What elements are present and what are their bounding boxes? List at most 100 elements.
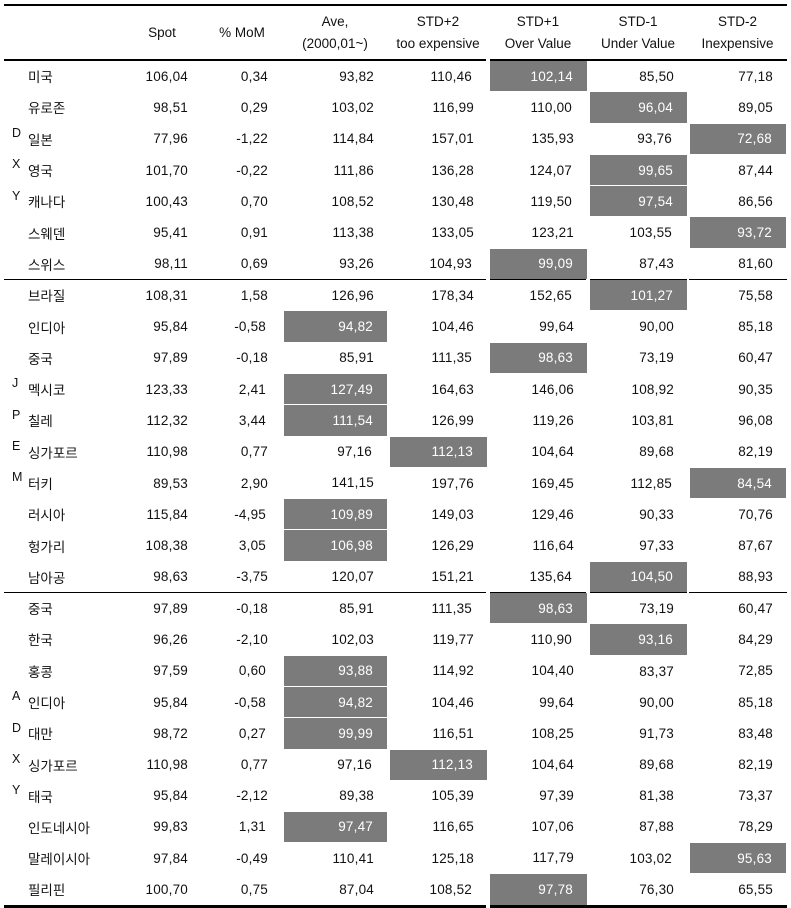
header-row: Spot % MoM Ave, (2000,01~) STD+2 too exp…	[4, 5, 787, 61]
value-cell-highlighted: 97,78	[486, 873, 589, 907]
country-cell: A 인디아	[4, 686, 122, 717]
value-cell: 0,29	[240, 99, 268, 115]
col-header-country	[4, 5, 122, 61]
value-cell-highlighted: 111,54	[280, 404, 389, 437]
country-cell: 헝가리	[4, 530, 122, 561]
country-name: 헝가리	[28, 539, 66, 555]
country-cell: X 싱가포르	[4, 749, 122, 780]
value-cell: 1,58	[240, 287, 268, 303]
country-cell: 중국	[4, 593, 122, 624]
table-row: 스웨덴 95,41 0,91 113,38 133,05 123,21 103,55 93,7…	[4, 216, 788, 249]
value-cell: 1,31	[238, 819, 266, 835]
value-cell: 97,59	[153, 663, 188, 679]
value-cell: 197,76	[431, 475, 474, 491]
value-cell-highlighted: 98,63	[486, 341, 589, 374]
value-cell: 0,70	[240, 193, 268, 209]
country-cell: 인도네시아	[4, 811, 122, 842]
value-cell: 104,64	[531, 757, 574, 773]
country-name: 중국	[28, 602, 53, 618]
value-cell: 110,41	[332, 850, 374, 866]
header-label-line1: STD+1	[516, 13, 560, 29]
value-cell: 116,51	[432, 725, 474, 741]
value-cell: 87,44	[738, 162, 773, 178]
value-cell: 98,51	[153, 99, 188, 115]
value-cell-highlighted: 72,68	[686, 122, 788, 155]
value-cell: 2,41	[238, 381, 266, 397]
value-cell: 0,60	[238, 663, 266, 679]
value-cell: 2,90	[240, 475, 268, 491]
country-name: 터키	[28, 477, 53, 492]
country-name: 미국	[28, 70, 53, 86]
value-cell: -0,22	[236, 162, 268, 178]
value-cell-highlighted: 93,16	[586, 623, 689, 656]
table-row: X 영국 101,70 -0,22 111,86 136,28 124,07 99,65 87,…	[4, 153, 787, 187]
value-cell: 97,84	[153, 850, 188, 866]
country-cell: D 대만	[4, 718, 122, 749]
value-cell-highlighted: 93,88	[280, 654, 389, 687]
value-cell: 93,82	[339, 68, 374, 84]
country-cell: 브라질	[4, 280, 122, 311]
country-name: 캐나다	[28, 195, 66, 211]
value-cell: 108,92	[631, 381, 674, 397]
col-header-std-minus2: STD-2 Inexpensive	[688, 5, 787, 61]
country-cell: Y 캐나다	[4, 186, 122, 217]
value-cell: 117,79	[532, 850, 574, 866]
table-row: 중국 97,89 -0,18 85,91 111,35 98,63 73,19 60,47	[4, 341, 787, 374]
col-header-std-minus1: STD-1 Under Value	[588, 5, 688, 61]
value-cell: 113,38	[332, 225, 374, 241]
country-cell: D 일본	[4, 123, 122, 154]
value-cell-highlighted: 99,09	[486, 247, 589, 281]
country-cell: M 터키	[4, 467, 122, 498]
value-cell: 87,67	[738, 538, 773, 554]
value-cell: 95,41	[153, 225, 188, 241]
country-name: 말레이시아	[28, 852, 91, 868]
table-row: 필리핀 100,70 0,75 87,04 108,52 97,78 76,30 65,55	[4, 873, 787, 907]
value-cell: -0,18	[236, 600, 268, 616]
value-cell: 97,33	[639, 537, 674, 553]
header-label-line2: Inexpensive	[701, 35, 774, 51]
country-name: 칠레	[28, 414, 53, 430]
value-cell: 3,05	[238, 538, 266, 554]
table-row: 브라질 108,31 1,58 126,96 178,34 152,65 101,27 75,…	[4, 279, 787, 312]
value-cell: 70,76	[738, 507, 773, 523]
table-row: D 대만 98,72 0,27 99,99 116,51 108,25 91,73 83,48	[4, 717, 787, 750]
table-row: 말레이시아 97,84 -0,49 110,41 125,18 117,79 103,02 9…	[4, 841, 788, 875]
table-row: D 일본 77,96 -1,22 114,84 157,01 135,93 93,76 72,6…	[4, 122, 788, 155]
value-cell: 110,90	[530, 632, 572, 648]
value-cell: 133,05	[431, 225, 474, 241]
table-row: 인도네시아 99,83 1,31 97,47 116,65 107,06 87,88 78,2…	[4, 810, 787, 843]
country-cell: 스위스	[4, 248, 122, 281]
value-cell: 95,84	[153, 694, 188, 710]
value-cell-highlighted: 95,63	[686, 841, 788, 875]
value-cell: 104,64	[531, 444, 574, 460]
value-cell: 86,56	[738, 193, 773, 209]
header-label-line1: STD-1	[618, 13, 658, 29]
col-header-std-plus2: STD+2 too expensive	[388, 5, 488, 61]
country-cell: 말레이시아	[4, 842, 122, 873]
index-letter: Y	[12, 783, 21, 798]
value-cell: 149,03	[431, 506, 474, 522]
value-cell: 0,34	[240, 68, 268, 84]
table-row: 스위스 98,11 0,69 93,26 104,93 99,09 87,43 81,60	[4, 247, 787, 281]
value-cell: 85,91	[339, 350, 374, 366]
value-cell: 108,52	[429, 881, 472, 897]
value-cell: 110,00	[530, 100, 572, 116]
country-cell: 러시아	[4, 499, 122, 530]
table-row: M 터키 89,53 2,90 141,15 197,76 169,45 112,85 84,5…	[4, 466, 788, 500]
country-name: 러시아	[28, 508, 66, 524]
country-cell: J 멕시코	[4, 373, 122, 404]
index-letter: D	[12, 720, 22, 735]
value-cell: 104,46	[431, 319, 474, 335]
value-cell: 0,77	[240, 444, 268, 460]
value-cell: 0,75	[240, 881, 268, 897]
country-name: 유로존	[28, 101, 66, 117]
value-cell: 111,35	[431, 600, 472, 616]
value-cell: 77,18	[738, 68, 773, 84]
value-cell: 100,43	[145, 193, 188, 209]
country-name: 스위스	[28, 257, 66, 273]
value-cell: -0,18	[236, 350, 268, 366]
value-cell: 96,08	[738, 412, 773, 428]
value-cell: 89,05	[738, 99, 773, 115]
country-name: 태국	[28, 789, 53, 805]
value-cell: 103,55	[629, 225, 672, 241]
